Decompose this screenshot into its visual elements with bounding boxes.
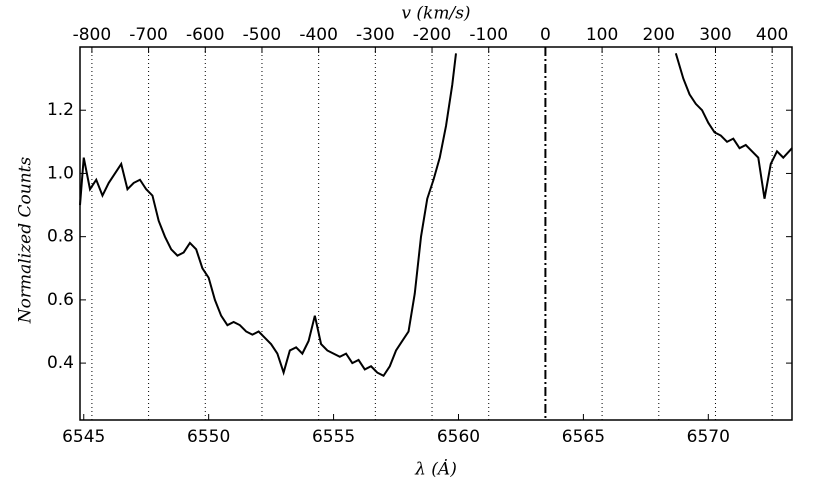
x-tick-label: 6560 [437,427,480,447]
top-tick-label: -300 [356,25,395,45]
top-tick-label: 300 [699,25,731,45]
x-tick-label: 6550 [187,427,230,447]
top-tick-label: -500 [243,25,282,45]
spectrum-line [79,53,793,378]
y-tick-label: 1.2 [47,100,74,120]
top-tick-label: -800 [73,25,112,45]
x-axis-label: λ (Ȧ) [414,459,457,480]
top-tick-label: 100 [586,25,618,45]
x-tick-label: 6555 [312,427,355,447]
top-tick-label: -100 [469,25,508,45]
plot-frame [79,46,793,421]
x-tick-label: 6565 [562,427,605,447]
y-axis-label: Normalized Counts [16,157,36,325]
y-tick-label: 1.0 [47,163,74,183]
top-tick-label: 400 [756,25,788,45]
top-tick-label: -200 [413,25,452,45]
top-tick-label: 200 [643,25,675,45]
x-tick-label: 6545 [62,427,105,447]
top-axis-label: v (km/s) [401,4,470,24]
top-tick-label: 0 [540,25,551,45]
y-tick-label: 0.4 [47,353,74,373]
top-tick-label: -400 [299,25,338,45]
y-tick-label: 0.8 [47,227,74,247]
top-tick-label: -600 [186,25,225,45]
top-tick-label: -700 [129,25,168,45]
y-tick-label: 0.6 [47,290,74,310]
x-tick-label: 6570 [687,427,730,447]
